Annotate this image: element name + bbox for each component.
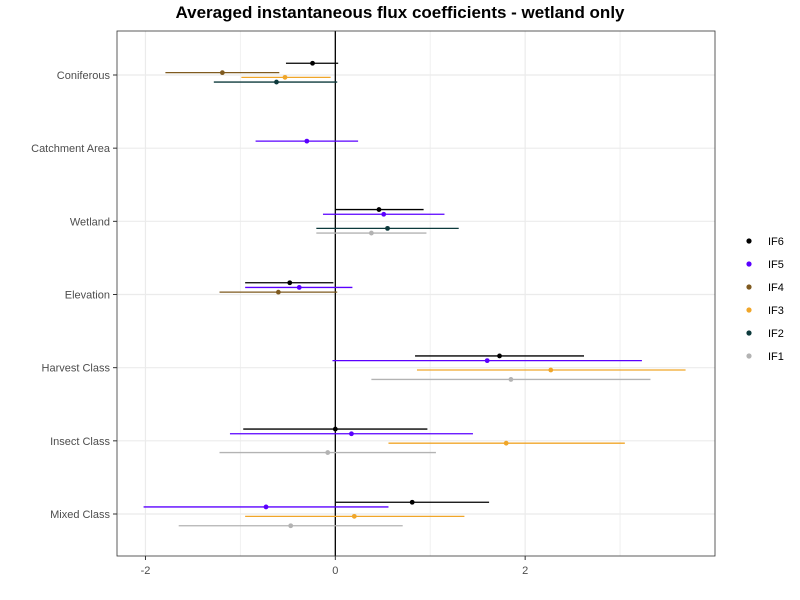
legend-key	[746, 284, 752, 290]
data-point	[368, 230, 374, 236]
x-tick-label: 2	[522, 565, 528, 577]
legend-label: IF3	[768, 305, 784, 317]
chart-title: Averaged instantaneous flux coefficients…	[175, 3, 625, 22]
y-tick-label: Harvest Class	[42, 363, 111, 375]
y-tick-label: Coniferous	[57, 70, 111, 82]
legend-label: IF2	[768, 328, 784, 340]
legend-key	[746, 330, 752, 336]
legend-key	[746, 307, 752, 313]
y-tick-label: Insect Class	[50, 436, 110, 448]
data-point	[332, 426, 338, 432]
data-point	[282, 74, 288, 80]
y-tick-label: Wetland	[70, 216, 110, 228]
data-point	[275, 289, 281, 295]
x-tick-label: 0	[332, 565, 338, 577]
data-point	[503, 440, 509, 446]
legend-label: IF4	[768, 282, 784, 294]
data-point	[409, 499, 415, 505]
data-point	[497, 353, 502, 359]
data-point	[274, 79, 279, 85]
data-point	[325, 450, 331, 455]
data-point	[385, 225, 390, 231]
data-point	[310, 60, 315, 66]
data-point	[484, 358, 490, 364]
data-point	[349, 431, 354, 437]
plot-panel	[117, 31, 715, 556]
y-tick-label: Mixed Class	[50, 509, 110, 521]
data-point	[304, 138, 310, 144]
data-point	[288, 523, 294, 529]
data-point	[376, 207, 382, 212]
legend-key	[746, 238, 752, 244]
legend-key	[746, 353, 752, 359]
data-point	[287, 280, 293, 286]
legend-key	[746, 261, 752, 267]
data-point	[263, 504, 269, 510]
data-point	[219, 70, 225, 76]
data-point	[351, 513, 357, 519]
y-tick-label: Elevation	[65, 290, 110, 302]
legend-label: IF5	[768, 259, 784, 271]
data-point	[548, 367, 554, 373]
data-point	[508, 377, 514, 382]
data-point	[296, 285, 302, 290]
data-point	[381, 211, 387, 217]
legend-label: IF1	[768, 351, 784, 363]
x-tick-label: -2	[141, 565, 151, 577]
legend-label: IF6	[768, 236, 784, 248]
y-tick-label: Catchment Area	[31, 143, 111, 155]
plot-border	[116, 30, 716, 557]
